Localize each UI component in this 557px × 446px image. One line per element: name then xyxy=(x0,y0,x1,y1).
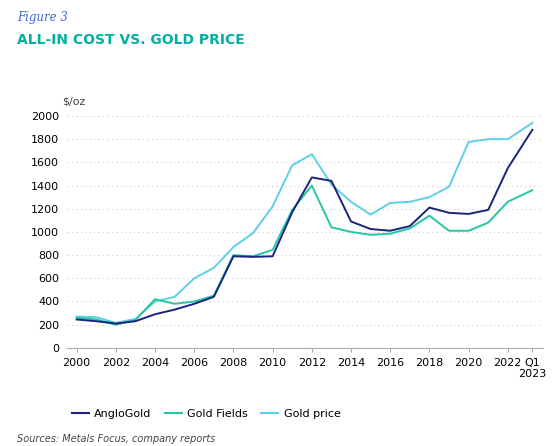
Legend: AngloGold, Gold Fields, Gold price: AngloGold, Gold Fields, Gold price xyxy=(67,405,345,423)
Text: Sources: Metals Focus, company reports: Sources: Metals Focus, company reports xyxy=(17,434,215,444)
Text: Figure 3: Figure 3 xyxy=(17,11,67,24)
Text: ALL-IN COST VS. GOLD PRICE: ALL-IN COST VS. GOLD PRICE xyxy=(17,33,245,47)
Text: $/oz: $/oz xyxy=(62,97,85,107)
